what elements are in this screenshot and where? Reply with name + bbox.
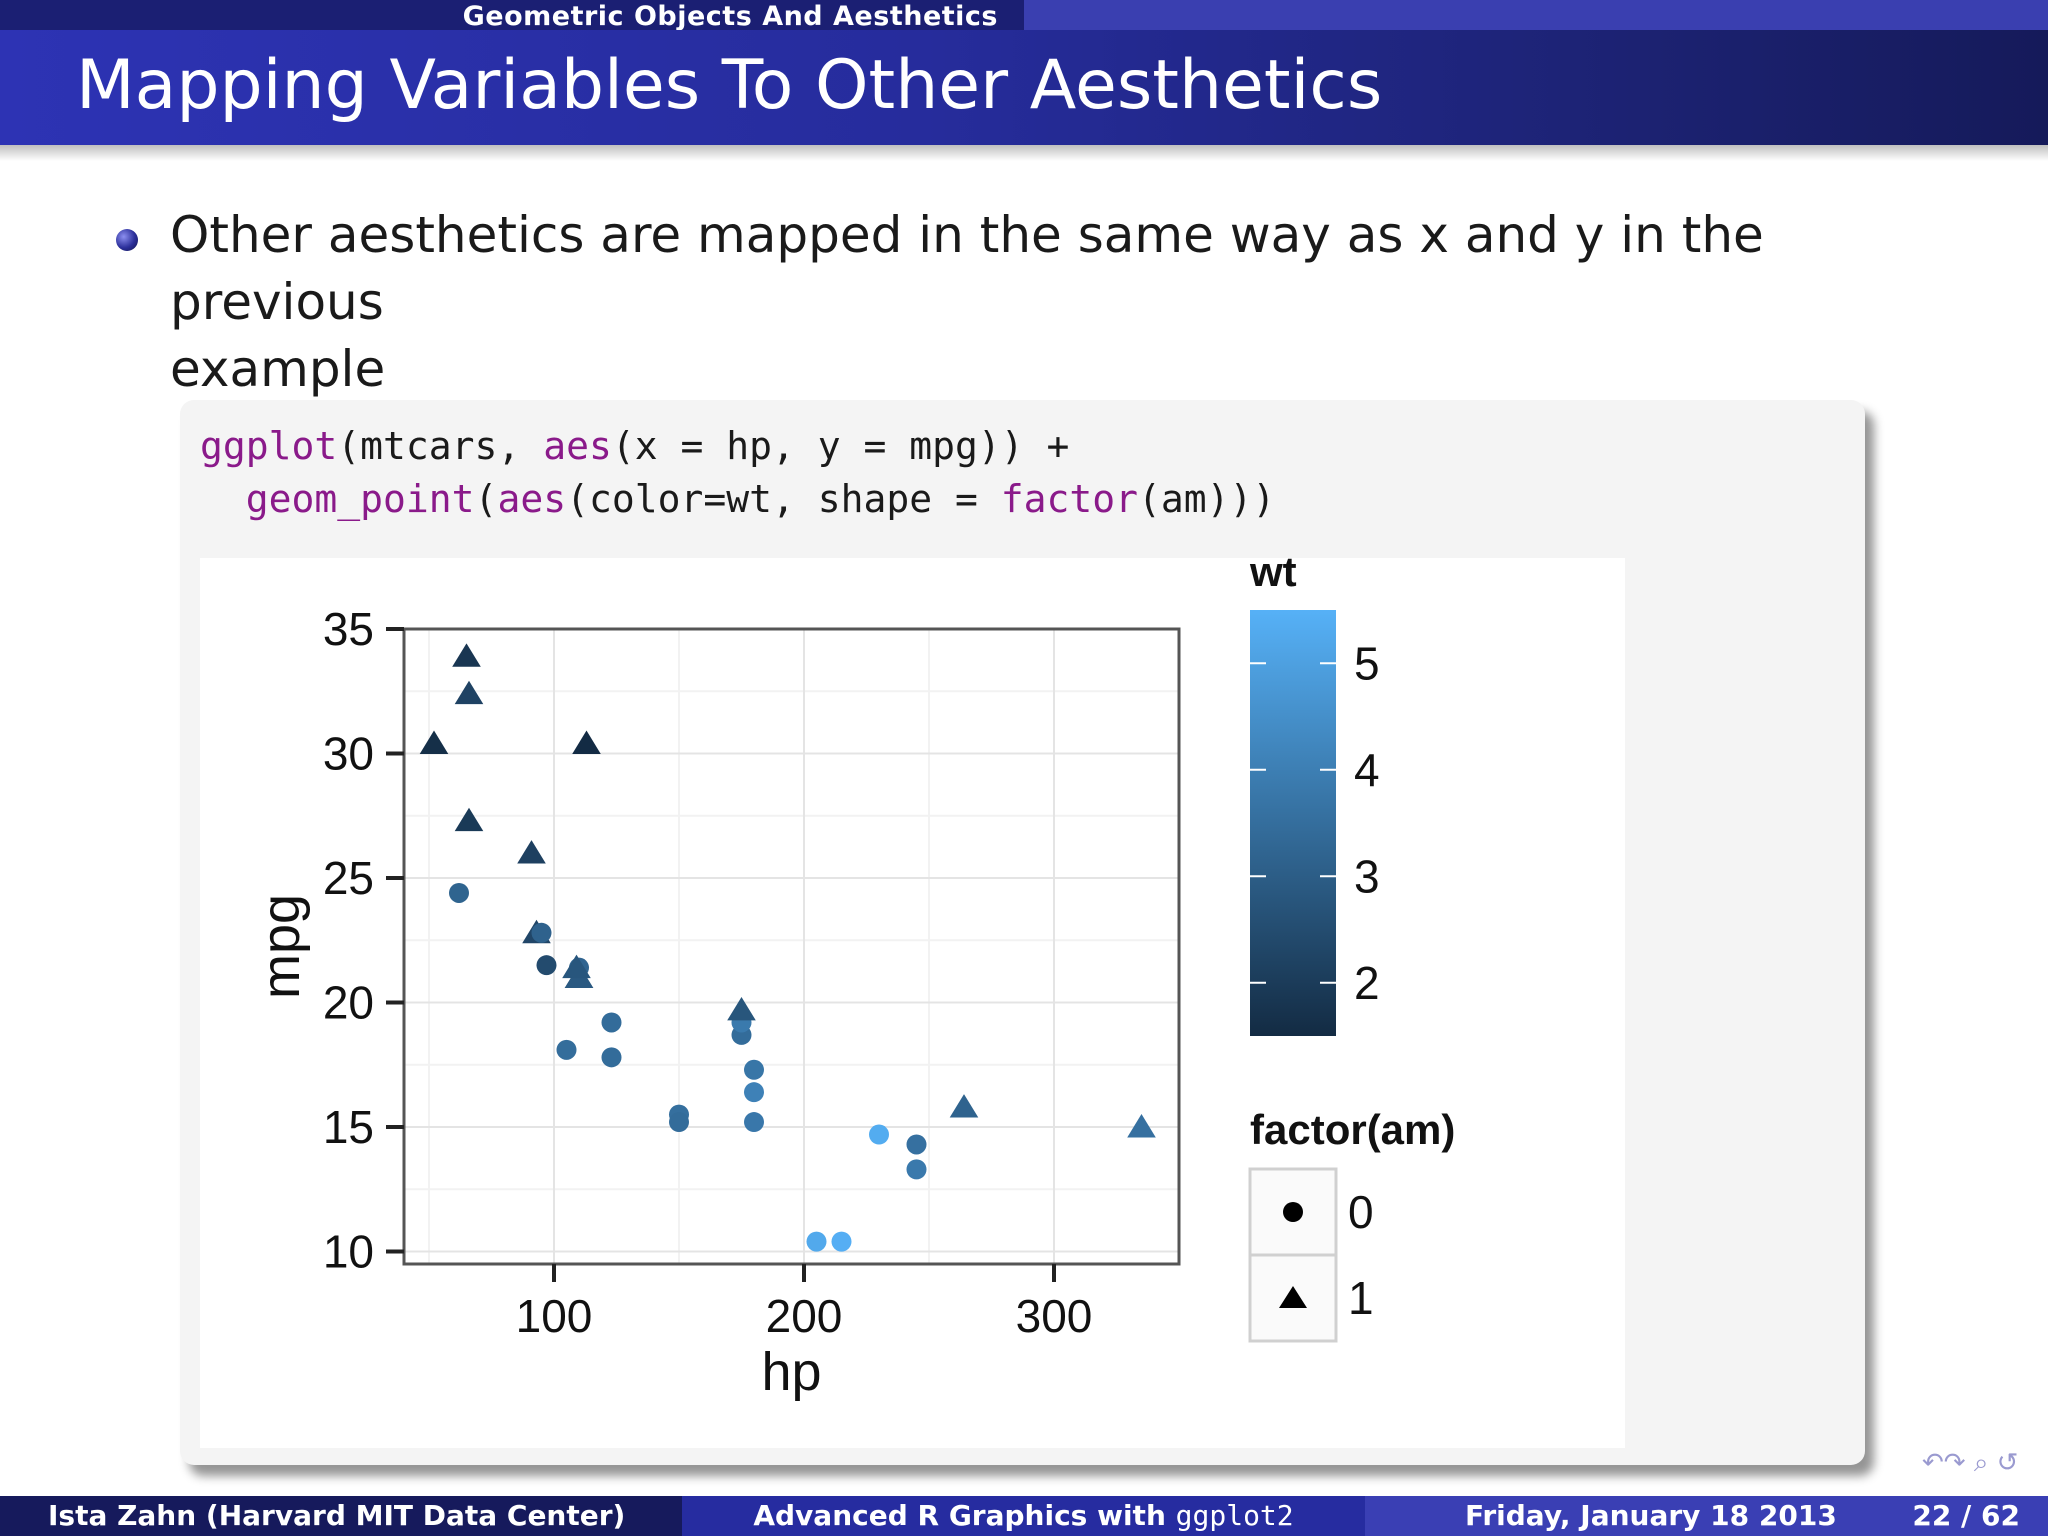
beamer-nav-icons[interactable]: ↶↷ ⌕ ↺	[1922, 1448, 2019, 1478]
data-point-circle	[669, 1112, 689, 1133]
data-point-triangle	[517, 840, 546, 864]
data-point-triangle	[949, 1094, 979, 1118]
data-point-circle	[869, 1124, 889, 1145]
footer-page-number: 22 / 62	[1912, 1499, 2020, 1532]
y-axis-label: mpg	[251, 894, 311, 999]
data-point-triangle	[562, 954, 591, 979]
data-point-triangle	[572, 730, 601, 754]
shape-legend-title: factor(am)	[1250, 1106, 1455, 1153]
data-point-circle	[601, 1012, 622, 1033]
code-line2-token: geom_point	[245, 477, 475, 521]
data-point-triangle	[454, 680, 484, 705]
color-legend-title: wt	[1249, 558, 1297, 595]
code-line2-token: (color=wt, shape =	[566, 477, 1001, 521]
data-point-circle	[744, 1059, 764, 1080]
bullet-line-2: example	[170, 340, 386, 398]
footer-right: Friday, January 18 2013 22 / 62	[1365, 1496, 2048, 1536]
y-tick-label: 15	[323, 1101, 374, 1153]
y-tick-label: 10	[323, 1226, 374, 1278]
y-tick-label: 35	[323, 603, 374, 655]
x-tick-label: 300	[1016, 1290, 1093, 1342]
data-point-circle	[536, 955, 557, 976]
x-tick-label: 200	[766, 1290, 843, 1342]
section-title[interactable]: Geometric Objects And Aesthetics	[462, 1, 998, 32]
code-line2-token: factor	[1000, 477, 1139, 521]
color-legend-label: 4	[1354, 744, 1380, 796]
data-point-circle	[744, 1112, 764, 1133]
color-legend-label: 3	[1354, 850, 1380, 902]
code-line-2: geom_point(aes(color=wt, shape = factor(…	[200, 477, 1276, 521]
data-point-circle	[531, 922, 552, 943]
shape-legend-label: 1	[1348, 1272, 1374, 1324]
plot-border	[402, 627, 1181, 1266]
color-legend-bar	[1250, 610, 1336, 1036]
code-line1-token: ggplot	[200, 424, 338, 468]
x-axis-label: hp	[761, 1342, 821, 1402]
footer-date: Friday, January 18 2013	[1465, 1499, 1837, 1532]
data-point-triangle	[454, 807, 484, 832]
y-tick-label: 25	[323, 852, 374, 904]
footer-talk-mono: ggplot2	[1175, 1499, 1294, 1532]
color-legend-label: 5	[1354, 637, 1380, 689]
code-line2-token: (am)))	[1138, 477, 1276, 521]
section-strip: Geometric Objects And Aesthetics	[0, 0, 2048, 32]
data-point-circle	[744, 1082, 764, 1103]
y-tick-label: 20	[323, 977, 374, 1029]
footer: Ista Zahn (Harvard MIT Data Center) Adva…	[0, 1496, 2048, 1536]
data-point-circle	[601, 1047, 622, 1068]
code-line1-token: (mtcars,	[337, 424, 544, 468]
code-line2-token: (	[474, 477, 498, 521]
x-tick-label: 100	[516, 1290, 593, 1342]
legend-triangle-icon	[1279, 1286, 1307, 1308]
data-point-circle	[449, 882, 469, 903]
plot-panel: 10 15 20 25 30 35 100 200 300 hp mpg wt 2 3 4 5 factor(a…	[200, 548, 1625, 1448]
data-point-triangle	[727, 997, 756, 1021]
footer-author: Ista Zahn (Harvard MIT Data Center)	[0, 1496, 682, 1536]
legend-circle-icon	[1283, 1202, 1303, 1222]
data-point-circle	[831, 1231, 852, 1252]
data-point-triangle	[419, 730, 449, 754]
data-point-circle	[556, 1039, 577, 1060]
code-line2-token	[200, 477, 246, 521]
title-bar: Mapping Variables To Other Aesthetics	[0, 30, 2048, 145]
bullet-line-1: Other aesthetics are mapped in the same …	[170, 206, 1764, 331]
color-legend-label: 2	[1354, 957, 1380, 1009]
footer-talk-prefix: Advanced R Graphics with	[753, 1499, 1176, 1532]
data-point-circle	[906, 1159, 927, 1180]
title-shadow	[0, 145, 2048, 161]
code-line1-token: aes	[543, 424, 612, 468]
bullet-text: Other aesthetics are mapped in the same …	[170, 202, 1910, 403]
bullet-icon	[116, 229, 138, 251]
code-line1-token: (x = hp, y = mpg)) +	[611, 424, 1070, 468]
slide-title: Mapping Variables To Other Aesthetics	[76, 46, 1383, 125]
data-point-circle	[906, 1134, 927, 1155]
shape-legend-label: 0	[1348, 1186, 1374, 1238]
data-point-triangle	[1127, 1114, 1156, 1138]
y-tick-label: 30	[323, 728, 374, 780]
data-point-triangle	[452, 643, 481, 667]
data-point-circle	[806, 1231, 827, 1252]
footer-talk-title: Advanced R Graphics with ggplot2	[682, 1496, 1365, 1536]
code-line-1: ggplot(mtcars, aes(x = hp, y = mpg)) +	[200, 424, 1069, 468]
code-line2-token: aes	[497, 477, 567, 521]
